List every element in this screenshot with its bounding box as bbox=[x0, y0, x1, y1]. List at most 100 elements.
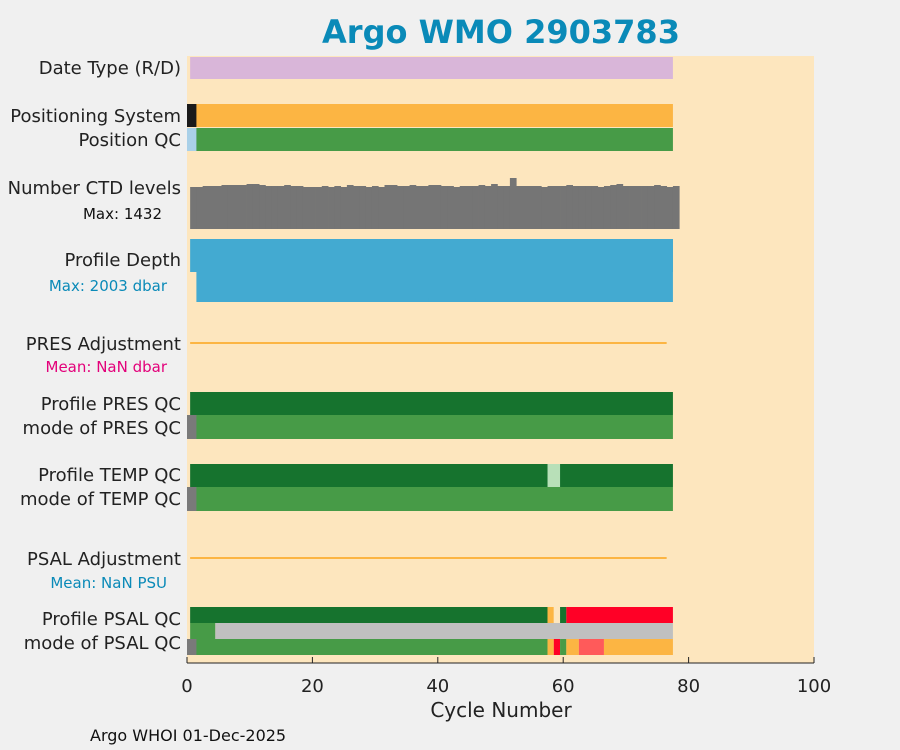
mode-temp-qc-cycle-0 bbox=[187, 487, 197, 511]
profile-psal-qc-cycle-58 bbox=[547, 607, 554, 623]
ctd-bar-cycle-26 bbox=[353, 186, 360, 229]
ctd-bar-cycle-58 bbox=[553, 186, 561, 229]
ctd-bar-cycle-66 bbox=[603, 186, 611, 229]
depth-max-label: Max: 2003 dbar bbox=[49, 277, 168, 295]
x-tick-label-2: 40 bbox=[426, 676, 449, 697]
ctd-bar-cycle-41 bbox=[447, 186, 454, 229]
ctd-bar-cycle-73 bbox=[647, 186, 655, 229]
ctd-bar-cycle-18 bbox=[302, 187, 310, 229]
ctd-bar-cycle-77 bbox=[672, 186, 680, 229]
ctd-bar-cycle-20 bbox=[315, 187, 323, 229]
ctd-bar-cycle-30 bbox=[378, 187, 385, 229]
ctd-bar-cycle-42 bbox=[453, 187, 461, 229]
ctd-bar-cycle-13 bbox=[271, 186, 279, 229]
depth-notch-1 bbox=[428, 298, 432, 302]
ctd-bar-cycle-21 bbox=[321, 186, 329, 229]
ctd-bar-cycle-19 bbox=[309, 187, 316, 229]
ctd-bar-cycle-39 bbox=[434, 185, 442, 229]
ctd-bar-cycle-49 bbox=[497, 186, 505, 229]
row-label-3: Number CTD levels bbox=[8, 178, 181, 199]
profile-psal-qc-cycle-59 bbox=[553, 607, 561, 623]
mode-psal-qc-cycle-0 bbox=[187, 639, 197, 655]
ctd-bar-cycle-47 bbox=[484, 186, 492, 229]
ctd-bar-cycle-48 bbox=[491, 184, 498, 229]
ctd-bar-cycle-52 bbox=[516, 186, 523, 229]
mode-psal-qc-cycle-60 bbox=[560, 639, 567, 655]
ctd-max-label: Max: 1432 bbox=[83, 205, 162, 223]
row-label-11: Profile PSAL QC bbox=[42, 609, 181, 630]
ctd-bar-cycle-10 bbox=[252, 184, 260, 229]
ctd-bar-cycle-65 bbox=[597, 187, 605, 229]
ctd-bar-cycle-68 bbox=[616, 184, 624, 229]
profile-temp-qc-bar bbox=[190, 464, 673, 487]
ctd-bar-cycle-9 bbox=[246, 184, 254, 229]
chart-title: Argo WMO 2903783 bbox=[322, 13, 680, 51]
ctd-bar-cycle-11 bbox=[259, 185, 266, 229]
x-tick-label-1: 20 bbox=[301, 676, 324, 697]
row-labels: Date Type (R/D) Positioning System Positio… bbox=[8, 58, 181, 654]
mode-temp-qc-bar bbox=[190, 487, 673, 511]
ctd-bar-cycle-64 bbox=[591, 186, 599, 229]
ctd-bar-cycle-44 bbox=[466, 186, 473, 229]
pres-mean-label: Mean: NaN dbar bbox=[46, 358, 168, 376]
footer-text: Argo WHOI 01-Dec-2025 bbox=[90, 726, 286, 745]
ctd-bar-cycle-0 bbox=[190, 187, 197, 229]
ctd-bar-cycle-60 bbox=[566, 185, 574, 229]
depth-bar bbox=[196, 239, 673, 302]
ctd-bar-cycle-28 bbox=[365, 187, 373, 229]
positioning-cycle-0 bbox=[187, 104, 197, 127]
ctd-bar-cycle-12 bbox=[265, 186, 273, 229]
x-tick-label-4: 80 bbox=[677, 676, 700, 697]
ctd-bar-cycle-63 bbox=[585, 186, 592, 229]
ctd-bar-cycle-37 bbox=[422, 186, 429, 229]
profile-psal-qc-cycle-60 bbox=[560, 607, 567, 623]
x-tick-label-0: 0 bbox=[181, 676, 192, 697]
data-bars bbox=[187, 57, 680, 655]
row-label-2: Position QC bbox=[78, 130, 181, 151]
ctd-bar-cycle-57 bbox=[547, 186, 555, 229]
ctd-bar-cycle-32 bbox=[390, 185, 398, 229]
ctd-bar-cycle-50 bbox=[503, 186, 511, 229]
ctd-bar-cycle-5 bbox=[221, 185, 229, 229]
positioning-bar bbox=[190, 104, 673, 127]
row-label-6: Profile PRES QC bbox=[41, 394, 181, 415]
profile-temp-qc-cycle-58 bbox=[547, 464, 561, 487]
ctd-bar-cycle-36 bbox=[415, 186, 423, 229]
ctd-bar-cycle-56 bbox=[541, 187, 548, 229]
ctd-bar-cycle-2 bbox=[202, 186, 210, 229]
ctd-bar-cycle-24 bbox=[340, 187, 348, 229]
ctd-bar-cycle-33 bbox=[397, 186, 404, 229]
ctd-bar-cycle-53 bbox=[522, 186, 530, 229]
mode-pres-qc-bar bbox=[190, 415, 673, 439]
row-label-10: PSAL Adjustment bbox=[27, 549, 181, 570]
ctd-bar-cycle-22 bbox=[328, 187, 335, 229]
ctd-bar-cycle-75 bbox=[660, 186, 668, 229]
ctd-bar-cycle-76 bbox=[666, 187, 674, 229]
ctd-bar-cycle-45 bbox=[472, 186, 479, 229]
ctd-bar-cycle-46 bbox=[478, 185, 486, 229]
ctd-bar-cycle-31 bbox=[384, 185, 392, 229]
position-qc-cycle-0 bbox=[187, 128, 197, 151]
ctd-bar-cycle-72 bbox=[641, 186, 649, 229]
ctd-bar-cycle-1 bbox=[196, 187, 204, 229]
ctd-bar-cycle-7 bbox=[234, 185, 241, 229]
profile-pres-qc-bar bbox=[190, 392, 673, 415]
position-qc-bar bbox=[190, 128, 673, 151]
pres-adjust-line bbox=[190, 342, 667, 344]
ctd-bar-cycle-23 bbox=[334, 186, 342, 229]
profile-psal-qc-bad bbox=[566, 607, 673, 623]
ctd-bar-cycle-25 bbox=[346, 185, 354, 229]
depth-notch-2 bbox=[472, 298, 476, 302]
mode-psal-qc-tail bbox=[603, 639, 673, 655]
row-label-9: mode of TEMP QC bbox=[20, 489, 181, 510]
ctd-bar-cycle-4 bbox=[215, 186, 222, 229]
psal-adjust-line bbox=[190, 557, 667, 559]
ctd-bar-cycle-62 bbox=[578, 186, 586, 229]
ctd-bar-cycle-61 bbox=[572, 186, 580, 229]
mode-psal-qc-changed bbox=[578, 639, 604, 655]
ctd-bar-cycle-27 bbox=[359, 186, 367, 229]
x-axis-label: Cycle Number bbox=[430, 698, 572, 722]
plot-area bbox=[187, 56, 814, 663]
x-tick-label-3: 60 bbox=[552, 676, 575, 697]
ctd-bar-cycle-8 bbox=[240, 185, 247, 229]
